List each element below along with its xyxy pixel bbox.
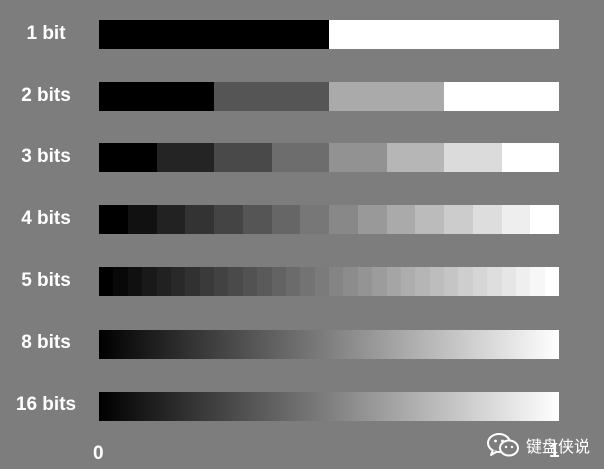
gray-level-step bbox=[458, 267, 473, 296]
gray-level-step bbox=[515, 267, 531, 296]
gray-level-step bbox=[300, 205, 329, 234]
gray-level-step bbox=[357, 205, 387, 234]
gray-level-step bbox=[142, 267, 157, 296]
gray-level-step bbox=[113, 267, 128, 296]
gray-level-step bbox=[400, 267, 416, 296]
gray-level-step bbox=[544, 267, 559, 296]
gray-level-step bbox=[444, 143, 502, 172]
gradient-bar-3-bits bbox=[99, 143, 559, 172]
gray-level-step bbox=[444, 82, 559, 111]
row-label-16-bits: 16 bits bbox=[15, 394, 77, 415]
gradient-bar-5-bits bbox=[99, 267, 559, 296]
gray-level-step bbox=[156, 267, 171, 296]
gray-level-step bbox=[156, 143, 214, 172]
gray-level-step bbox=[386, 143, 444, 172]
gray-level-step bbox=[386, 267, 401, 296]
gray-level-step bbox=[214, 267, 229, 296]
wechat-icon bbox=[486, 433, 519, 457]
gray-level-step bbox=[271, 143, 329, 172]
gray-level-step bbox=[501, 143, 559, 172]
gray-level-step bbox=[444, 205, 473, 234]
row-label-1-bit: 1 bit bbox=[26, 23, 66, 44]
gray-level-step bbox=[199, 267, 214, 296]
gray-level-step bbox=[99, 267, 114, 296]
gradient-bar-4-bits bbox=[99, 205, 559, 234]
gray-level-step bbox=[185, 205, 214, 234]
gradient-bar-8-bits bbox=[99, 330, 559, 359]
gray-level-step bbox=[415, 205, 444, 234]
axis-min-label: 0 bbox=[93, 443, 104, 464]
gray-level-step bbox=[271, 267, 286, 296]
gray-level-step bbox=[99, 20, 329, 49]
gray-level-step bbox=[386, 205, 416, 234]
gray-level-step bbox=[501, 205, 531, 234]
gradient-bar-16-bits bbox=[99, 392, 559, 421]
gray-level-step bbox=[242, 267, 258, 296]
gray-level-step bbox=[257, 267, 272, 296]
gray-level-step bbox=[170, 267, 186, 296]
gray-level-step bbox=[530, 267, 545, 296]
gray-level-step bbox=[99, 143, 157, 172]
watermark-text: 键盘侠说 bbox=[525, 437, 590, 456]
gray-level-step bbox=[530, 205, 559, 234]
row-label-2-bits: 2 bits bbox=[21, 85, 71, 106]
gray-level-step bbox=[300, 267, 315, 296]
gray-level-step bbox=[472, 205, 502, 234]
gray-level-step bbox=[127, 205, 157, 234]
gray-level-step bbox=[501, 267, 516, 296]
gray-level-step bbox=[329, 267, 344, 296]
row-label-8-bits: 8 bits bbox=[21, 332, 71, 353]
gradient-bar-1-bit bbox=[99, 20, 559, 49]
gray-level-step bbox=[444, 267, 459, 296]
gray-level-step bbox=[329, 205, 358, 234]
gray-level-step bbox=[343, 267, 358, 296]
gray-level-step bbox=[372, 267, 387, 296]
axis-max-label: 1 bbox=[549, 441, 560, 462]
gray-level-step bbox=[429, 267, 444, 296]
watermark: 键盘侠说 bbox=[486, 432, 590, 458]
gray-level-step bbox=[271, 205, 301, 234]
gray-level-step bbox=[214, 82, 329, 111]
gray-level-step bbox=[487, 267, 502, 296]
gray-level-step bbox=[99, 205, 128, 234]
gray-level-step bbox=[415, 267, 430, 296]
gray-level-step bbox=[329, 20, 559, 49]
gray-level-step bbox=[127, 267, 143, 296]
gray-level-step bbox=[99, 82, 214, 111]
gray-level-step bbox=[156, 205, 186, 234]
gray-level-step bbox=[314, 267, 329, 296]
gray-level-step bbox=[242, 205, 272, 234]
gray-level-step bbox=[285, 267, 301, 296]
gradient-bar-2-bits bbox=[99, 82, 559, 111]
row-label-3-bits: 3 bits bbox=[21, 146, 71, 167]
gray-level-step bbox=[472, 267, 488, 296]
row-label-4-bits: 4 bits bbox=[21, 208, 71, 229]
gray-level-step bbox=[214, 205, 243, 234]
gray-level-step bbox=[329, 82, 444, 111]
gray-level-step bbox=[214, 143, 272, 172]
gray-level-step bbox=[329, 143, 387, 172]
gray-level-step bbox=[228, 267, 243, 296]
row-label-5-bits: 5 bits bbox=[21, 270, 71, 291]
gray-level-step bbox=[357, 267, 373, 296]
gray-level-step bbox=[185, 267, 200, 296]
